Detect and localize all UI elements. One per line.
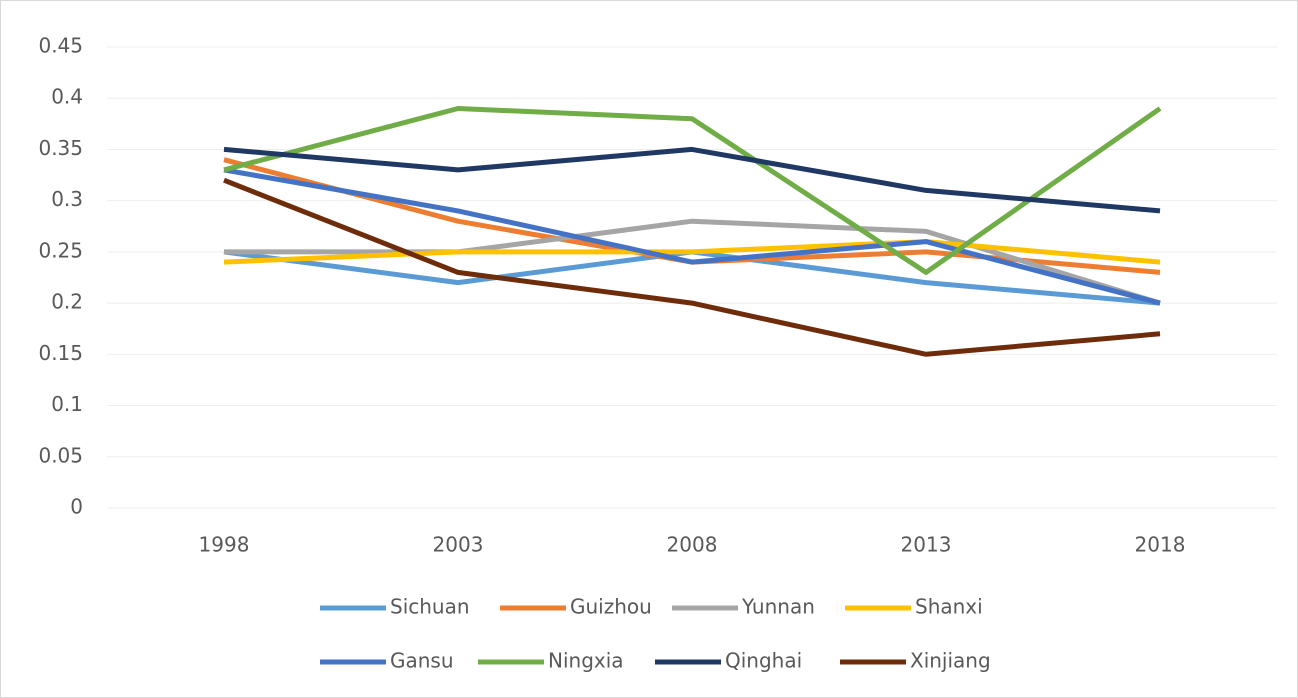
y-tick-label: 0.1 <box>51 392 83 416</box>
y-tick-label: 0.4 <box>51 85 83 109</box>
series-line <box>223 239 1161 265</box>
y-tick-label: 0.45 <box>38 34 83 58</box>
series-line <box>223 167 1161 306</box>
y-tick-label: 0.3 <box>51 187 83 211</box>
x-tick-label: 2008 <box>667 533 718 557</box>
y-tick-label: 0.15 <box>38 341 83 365</box>
legend-label: Ningxia <box>548 649 624 673</box>
legend-label: Qinghai <box>725 649 802 673</box>
series-line <box>223 106 1162 275</box>
legend-label: Xinjiang <box>910 649 991 673</box>
legend-label: Shanxi <box>915 595 983 619</box>
legend-label: Guizhou <box>570 595 652 619</box>
y-tick-label: 0.25 <box>38 238 83 262</box>
series-line <box>223 146 1161 214</box>
x-tick-label: 2013 <box>901 533 952 557</box>
x-tick-label: 2018 <box>1135 533 1186 557</box>
legend-label: Gansu <box>390 649 454 673</box>
y-tick-label: 0 <box>70 495 83 519</box>
legend-label: Yunnan <box>741 595 815 619</box>
legend-label: Sichuan <box>390 595 470 619</box>
y-tick-label: 0.2 <box>51 290 83 314</box>
y-tick-label: 0.35 <box>38 136 83 160</box>
series-line <box>224 218 1161 306</box>
series-line <box>223 177 1161 357</box>
y-tick-label: 0.05 <box>38 443 83 467</box>
x-tick-label: 2003 <box>433 533 484 557</box>
x-tick-label: 1998 <box>199 533 250 557</box>
